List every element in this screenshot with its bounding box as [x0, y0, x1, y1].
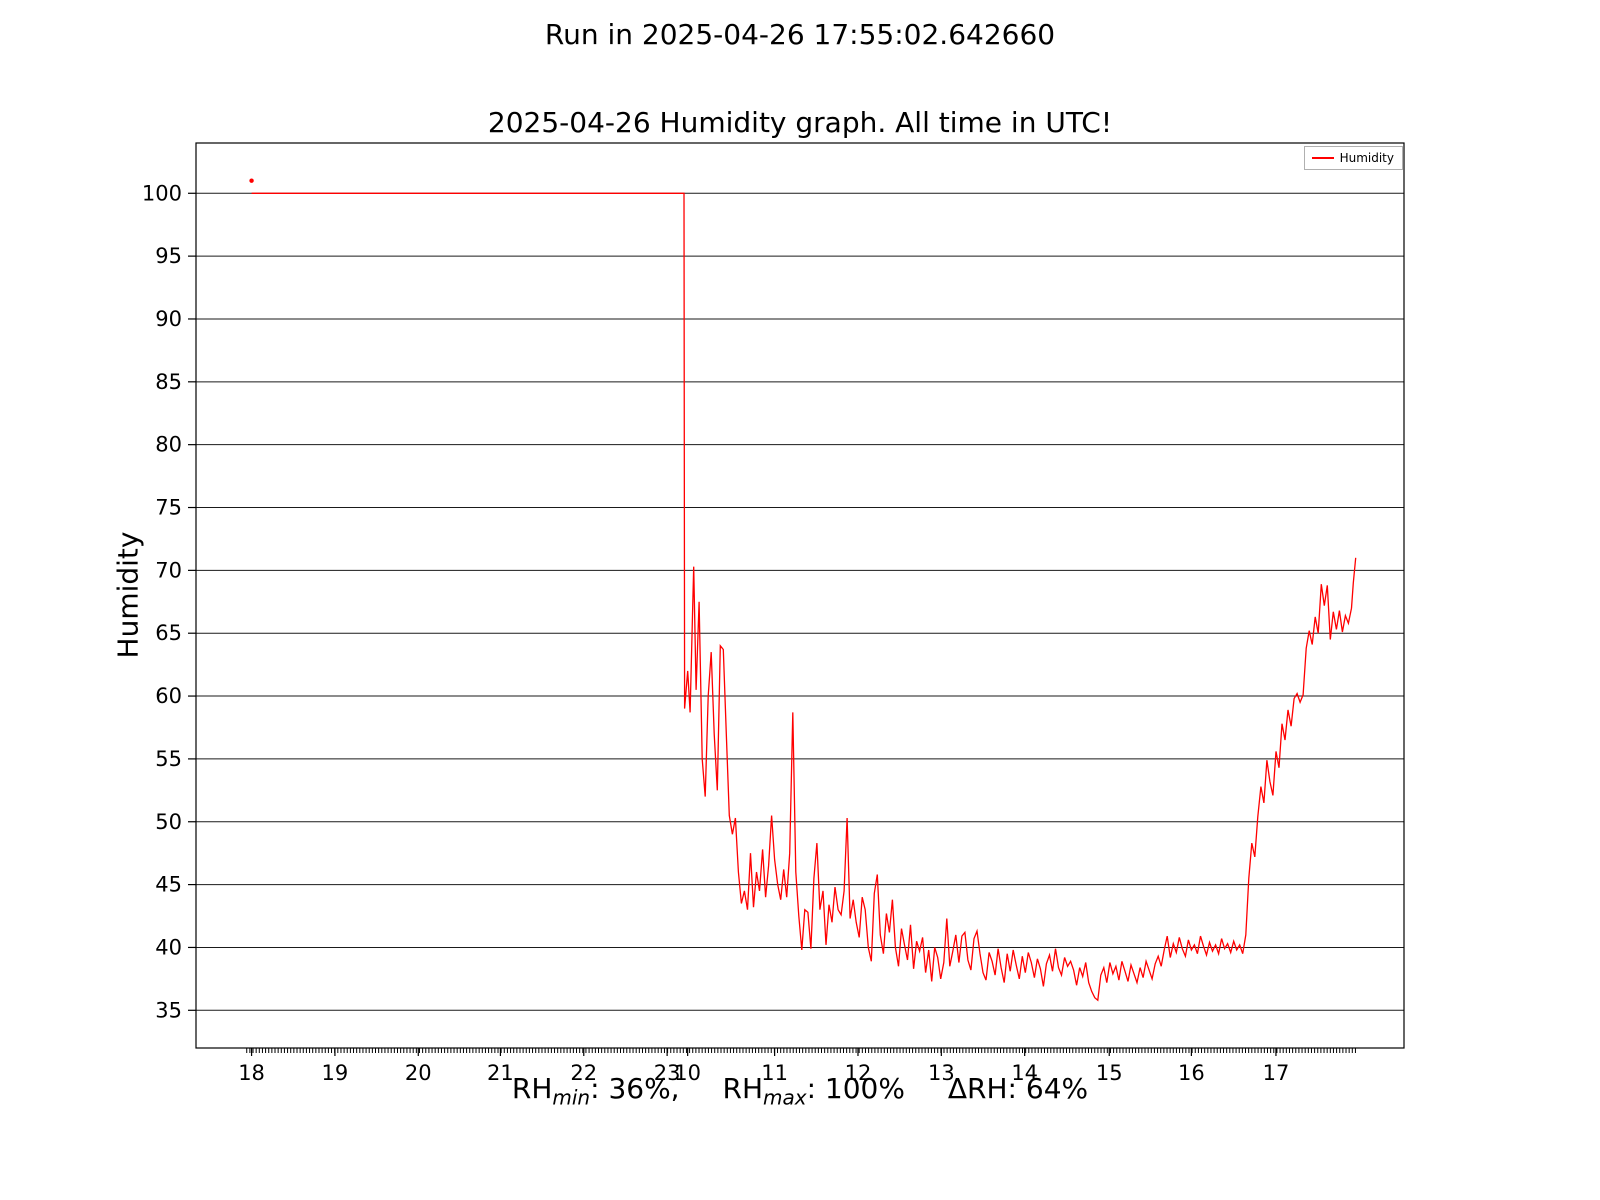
svg-text:16: 16	[1178, 1061, 1205, 1085]
svg-text:40: 40	[155, 935, 182, 959]
svg-text:14: 14	[1011, 1061, 1038, 1085]
svg-text:21: 21	[487, 1061, 514, 1085]
chart-title: 2025-04-26 Humidity graph. All time in U…	[487, 106, 1113, 139]
y-tick-labels: 35 40 45 50 55 60 65 70 75 80 85 90 95 100	[142, 181, 182, 1022]
humidity-line	[251, 192, 1357, 1002]
delta-rh-label: ΔRH: 64%	[947, 1072, 1089, 1105]
svg-text:95: 95	[155, 244, 182, 268]
svg-text:15: 15	[1096, 1061, 1123, 1085]
svg-text:65: 65	[155, 621, 182, 645]
svg-text:55: 55	[155, 747, 182, 771]
svg-text:19: 19	[322, 1061, 349, 1085]
svg-text:90: 90	[155, 307, 182, 331]
axis-ticks	[188, 192, 1277, 1056]
svg-text:13: 13	[928, 1061, 955, 1085]
svg-text:85: 85	[155, 370, 182, 394]
axes-border	[195, 142, 1405, 1049]
svg-text:100: 100	[142, 181, 182, 205]
svg-text:23: 23	[654, 1061, 681, 1085]
svg-text:11: 11	[761, 1061, 788, 1085]
rh-min-label: RHmin: 36%,	[511, 1072, 680, 1110]
legend-line-sample	[1311, 157, 1334, 159]
svg-text:10: 10	[674, 1061, 701, 1085]
svg-text:45: 45	[155, 873, 182, 897]
svg-text:75: 75	[155, 496, 182, 520]
svg-text:18: 18	[238, 1061, 265, 1085]
svg-text:70: 70	[155, 558, 182, 582]
legend-label: Humidity	[1339, 151, 1394, 165]
y-axis-label: Humidity	[111, 531, 145, 659]
svg-text:17: 17	[1263, 1061, 1290, 1085]
svg-text:12: 12	[845, 1061, 872, 1085]
svg-text:50: 50	[155, 810, 182, 834]
rh-max-label: RHmax: 100%	[722, 1072, 905, 1110]
svg-text:80: 80	[155, 433, 182, 457]
svg-text:22: 22	[570, 1061, 597, 1085]
svg-text:60: 60	[155, 684, 182, 708]
svg-text:35: 35	[155, 998, 182, 1022]
gridlines	[196, 192, 1404, 1011]
x-minor-ticks	[246, 1048, 1356, 1053]
legend[interactable]: Humidity	[1303, 146, 1403, 170]
figure-title: Run in 2025-04-26 17:55:02.642660	[544, 18, 1056, 51]
svg-text:20: 20	[405, 1061, 432, 1085]
x-axis-label: RHmin: 36%, RHmax: 100% ΔRH: 64%	[0, 1072, 1600, 1110]
outlier-point	[249, 178, 254, 183]
